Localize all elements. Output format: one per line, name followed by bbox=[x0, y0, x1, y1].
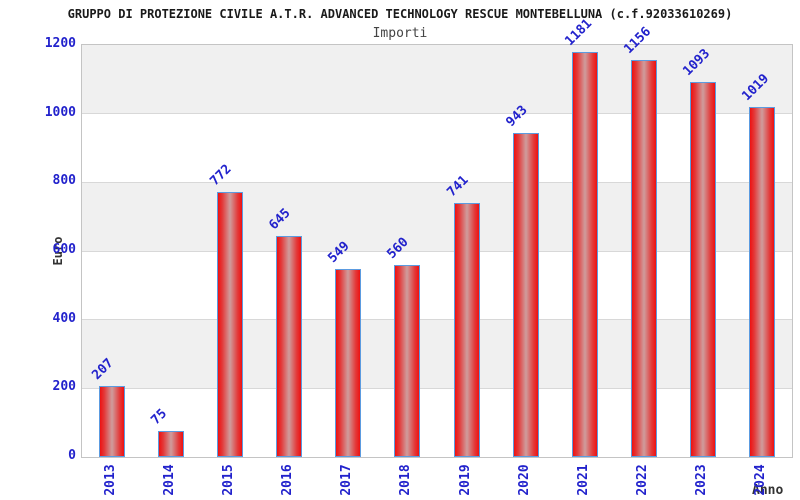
x-tick-label: 2019 bbox=[457, 464, 473, 496]
x-tick-label: 2016 bbox=[280, 464, 296, 496]
x-tick-label: 2022 bbox=[635, 464, 651, 496]
plot-band bbox=[82, 45, 792, 114]
bar-2016 bbox=[276, 236, 303, 457]
bar-2020 bbox=[512, 133, 539, 457]
bar-2021 bbox=[571, 52, 598, 457]
x-tick-label: 2014 bbox=[161, 464, 177, 496]
x-tick-label: 2021 bbox=[575, 464, 591, 496]
y-tick-label: 200 bbox=[52, 379, 76, 395]
bar-2013 bbox=[98, 386, 125, 457]
x-tick-label: 2018 bbox=[398, 464, 414, 496]
x-tick-label: 2017 bbox=[339, 464, 355, 496]
x-tick-label: 2013 bbox=[102, 464, 118, 496]
chart-title: GRUPPO DI PROTEZIONE CIVILE A.T.R. ADVAN… bbox=[67, 7, 733, 21]
x-axis-title: Anno bbox=[752, 483, 784, 498]
bar-2019 bbox=[453, 203, 480, 457]
bar-2022 bbox=[631, 60, 658, 457]
gridline bbox=[82, 181, 792, 183]
x-tick-label: 2020 bbox=[516, 464, 532, 496]
y-tick-label: 1200 bbox=[44, 36, 76, 51]
gridline bbox=[82, 250, 792, 252]
x-tick-label: 2024 bbox=[753, 464, 769, 496]
gridline bbox=[82, 319, 792, 321]
plot-band bbox=[82, 319, 792, 389]
y-tick-label: 1000 bbox=[44, 104, 76, 120]
bar-2015 bbox=[216, 192, 243, 457]
bar-2018 bbox=[394, 265, 421, 457]
bar-2014 bbox=[157, 431, 184, 457]
bar-2024 bbox=[749, 107, 776, 457]
plot-band bbox=[82, 182, 792, 251]
plot-area bbox=[81, 44, 793, 458]
gridline bbox=[82, 113, 792, 115]
x-tick-label: 2023 bbox=[694, 464, 710, 496]
y-tick-label: 800 bbox=[52, 173, 76, 189]
bar-2017 bbox=[335, 269, 362, 457]
bar-2023 bbox=[690, 82, 717, 457]
x-tick-label: 2015 bbox=[220, 464, 236, 496]
gridline bbox=[82, 387, 792, 389]
y-tick-label: 400 bbox=[52, 310, 76, 326]
y-tick-label: 0 bbox=[68, 448, 76, 463]
y-tick-label: 600 bbox=[52, 242, 76, 257]
chart-subtitle: Importi bbox=[372, 26, 428, 41]
